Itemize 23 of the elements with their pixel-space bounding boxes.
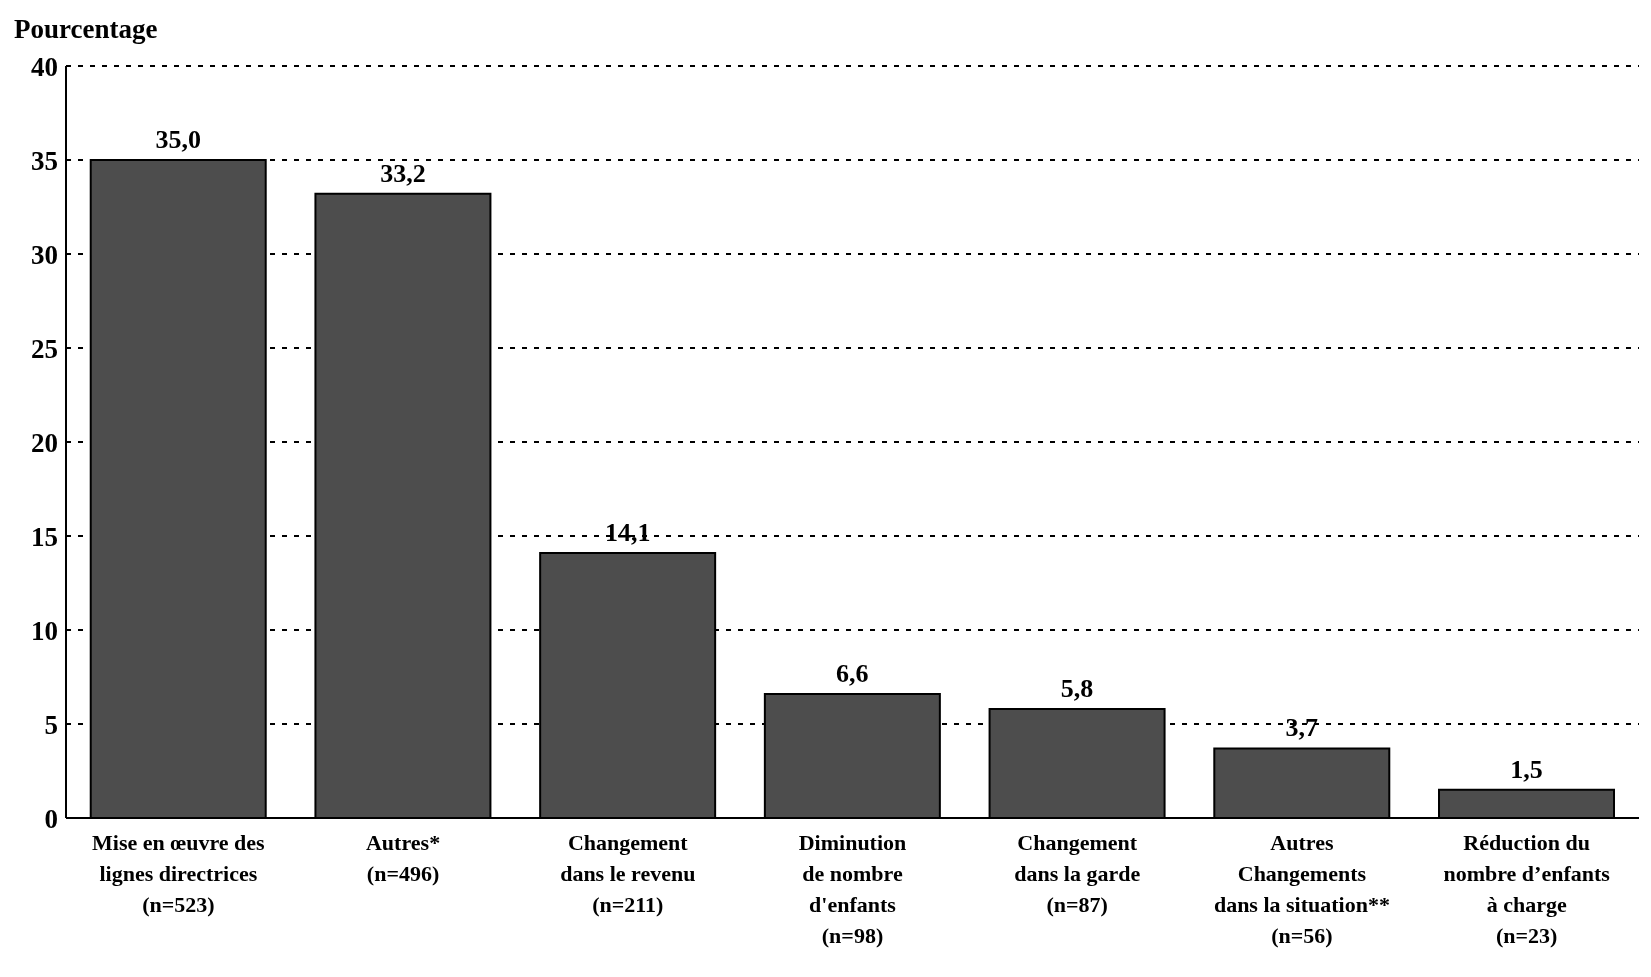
data-label: 33,2 [380,158,426,188]
x-tick-label: Changement dans la garde (n=87) [1014,830,1141,917]
y-axis-title: Pourcentage [14,14,158,45]
data-label: 6,6 [836,658,869,688]
data-label: 35,0 [155,125,201,154]
y-tick-label: 5 [44,709,58,740]
x-tick-label: Autres Changements dans la situation** (n=56) [1213,830,1390,948]
x-tick-label: Réduction du nombre d’enfants à charge (n=23) [1443,830,1611,948]
x-tick-label: Mise en œuvre des lignes directrices (n=523) [92,830,266,917]
y-tick-label: 10 [31,615,58,646]
y-tick-label: 40 [31,51,58,82]
y-tick-label: 20 [31,427,58,458]
data-label: 5,8 [1060,673,1094,703]
y-tick-label: 0 [44,803,58,834]
y-tick-label: 35 [31,145,58,176]
y-tick-label: 25 [31,333,58,364]
x-tick-label: Changement dans le revenu (n=211) [560,830,696,917]
data-label: 3,7 [1285,713,1319,743]
x-tick-label: Autres* (n=496) [365,830,441,886]
data-label: 1,5 [1510,754,1543,784]
x-tick-label: Diminution de nombre d'enfants (n=98) [798,830,907,948]
y-tick-label: 30 [31,239,58,270]
y-tick-label: 15 [31,521,58,552]
